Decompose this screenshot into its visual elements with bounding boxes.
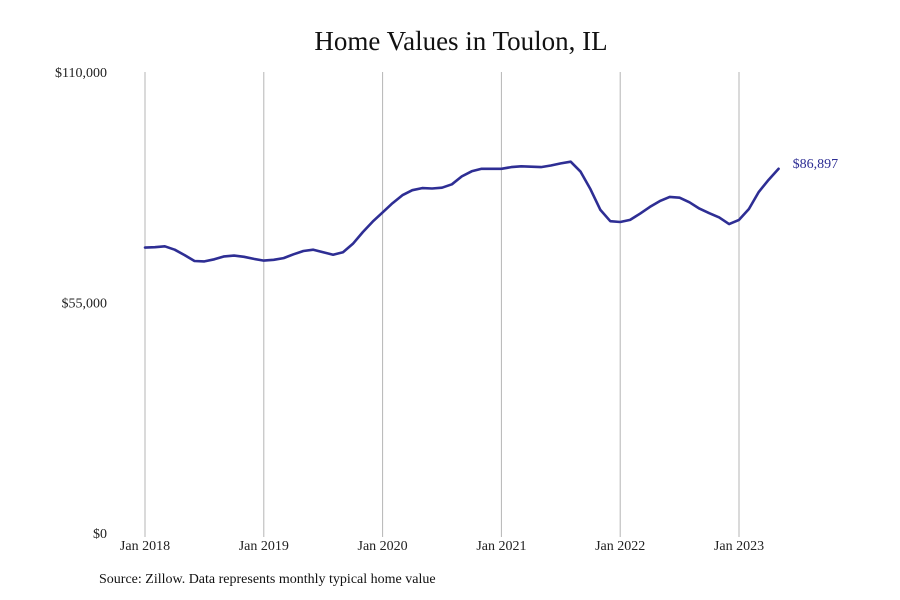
y-axis-ticks: $0 $55,000 $110,000: [55, 66, 107, 542]
series-group: [143, 160, 780, 263]
y-tick-label: $0: [93, 527, 107, 542]
x-tick-label: Jan 2018: [120, 539, 170, 554]
x-tick-label: Jan 2021: [476, 539, 526, 554]
x-tick-label: Jan 2023: [714, 539, 764, 554]
y-tick-label: $110,000: [55, 66, 107, 81]
series-line: [143, 160, 780, 263]
x-axis-ticks: Jan 2018 Jan 2019 Jan 2020 Jan 2021 Jan 2022…: [120, 539, 764, 554]
x-tick-label: Jan 2022: [595, 539, 645, 554]
y-tick-label: $55,000: [62, 297, 108, 312]
end-value-label: $86,897: [793, 157, 839, 172]
x-tick-label: Jan 2019: [239, 539, 289, 554]
grid-lines: [144, 72, 740, 537]
source-note: Source: Zillow. Data represents monthly …: [99, 572, 436, 587]
chart-title: Home Values in Toulon, IL: [314, 26, 608, 56]
x-tick-label: Jan 2020: [358, 539, 408, 554]
